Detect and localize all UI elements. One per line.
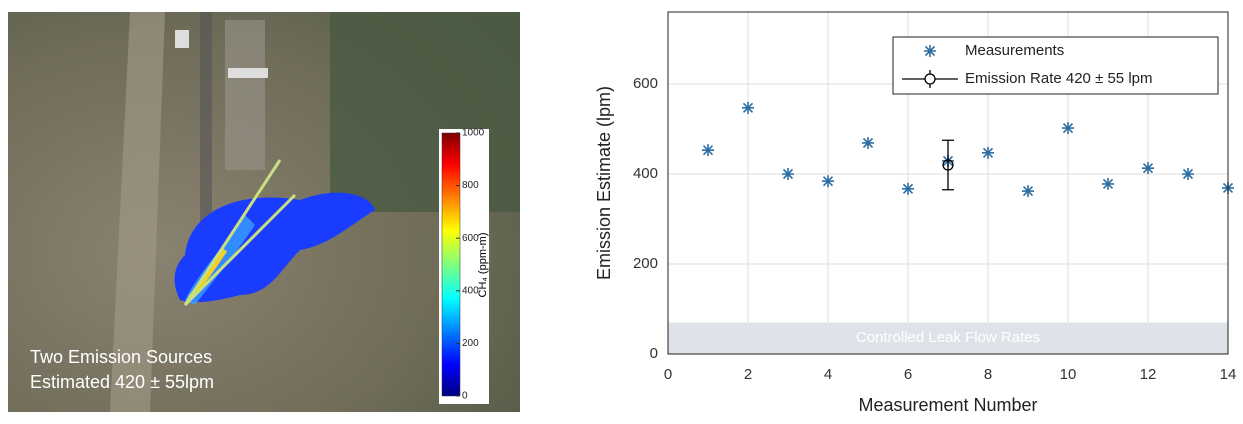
band-label: Controlled Leak Flow Rates [856, 329, 1040, 346]
x-tick-label: 0 [664, 366, 672, 383]
data-point [902, 182, 914, 195]
data-point [742, 101, 754, 114]
x-tick-label: 14 [1220, 366, 1237, 383]
y-tick-label: 200 [633, 255, 658, 272]
y-tick-label: 0 [650, 345, 658, 362]
x-tick-label: 6 [904, 366, 912, 383]
aerial-image [8, 12, 520, 412]
legend-label: Measurements [965, 42, 1064, 59]
y-tick-label: 600 [633, 75, 658, 92]
caption: Estimated 420 ± 55lpm [30, 372, 214, 392]
data-point [942, 159, 954, 171]
y-tick-label: 400 [633, 165, 658, 182]
reference-band [668, 322, 1228, 354]
x-tick-label: 8 [984, 366, 992, 383]
x-axis-title: Measurement Number [858, 395, 1037, 415]
caption: Two Emission Sources [30, 347, 212, 367]
data-point [822, 175, 834, 188]
plot-frame [667, 11, 1229, 355]
data-point [1022, 185, 1034, 198]
error-bar [942, 139, 954, 191]
data-point [1182, 168, 1194, 180]
x-tick-label: 2 [744, 366, 752, 383]
colorbar-tick-label: 400 [462, 285, 479, 296]
x-tick-label: 10 [1060, 366, 1077, 383]
colorbar-tick-label: 800 [462, 180, 479, 191]
x-tick-label: 4 [824, 366, 832, 383]
colorbar-tick-label: 600 [462, 233, 479, 244]
data-point [1142, 162, 1154, 175]
legend-marker [924, 45, 936, 57]
data-point [782, 168, 794, 180]
data-point [862, 136, 874, 149]
data-point [982, 146, 994, 159]
data-point [702, 144, 714, 157]
legend-label: Emission Rate 420 ± 55 lpm [965, 70, 1153, 87]
y-axis-title: Emission Estimate (lpm) [594, 86, 614, 280]
legend-marker [924, 73, 936, 85]
data-point [1102, 177, 1114, 190]
colorbar-tick-label: 200 [462, 338, 479, 349]
x-tick-label: 12 [1140, 366, 1157, 383]
colorbar-tick-label: 0 [462, 391, 468, 402]
colorbar-tick-label: 1000 [462, 128, 485, 139]
colorbar-label: CH₄ (ppm-m) [477, 233, 489, 298]
data-point [1062, 122, 1074, 135]
legend-box [892, 36, 1219, 95]
